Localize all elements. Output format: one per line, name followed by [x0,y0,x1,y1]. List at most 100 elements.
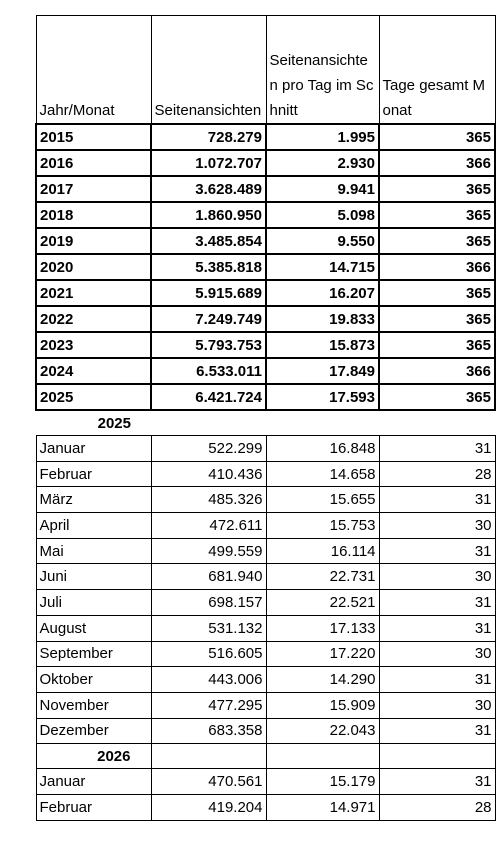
empty-cell [265,743,380,770]
year-cell: 5.915.689 [150,279,267,307]
year-cell: 366 [378,253,496,281]
month-cell: 410.436 [150,460,267,488]
month-row: März 485.326 15.655 31 [35,486,496,514]
section-label: 2026 [35,743,152,770]
month-cell: August [35,614,152,642]
year-cell: 5.385.818 [150,253,267,281]
month-cell: 516.605 [150,640,267,668]
month-row: Juni 681.940 22.731 30 [35,563,496,591]
month-cell: 499.559 [150,537,267,565]
section-row: 2025 [36,410,495,436]
year-cell: 366 [378,149,496,177]
year-cell: 17.593 [265,383,380,411]
section-row: 2026 [35,743,496,770]
year-cell: 15.873 [265,331,380,359]
year-cell: 3.485.854 [150,227,267,255]
year-cell: 2023 [35,331,152,359]
month-row: Februar 419.204 14.971 28 [35,793,496,821]
year-cell: 2018 [35,201,152,229]
month-cell: 472.611 [150,512,267,539]
year-cell: 17.849 [265,357,380,385]
month-cell: 443.006 [150,666,267,693]
month-cell: Februar [35,793,152,821]
year-cell: 2017 [35,175,152,203]
month-cell: Juli [35,589,152,616]
month-row: Januar 522.299 16.848 31 [35,435,496,462]
month-cell: März [35,486,152,514]
year-cell: 365 [378,331,496,359]
month-cell: 419.204 [150,793,267,821]
month-cell: Januar [35,435,152,462]
month-row: Juli 698.157 22.521 31 [35,589,496,616]
month-cell: 683.358 [150,717,267,745]
month-cell: 15.179 [265,768,380,795]
year-row: 2022 7.249.749 19.833 365 [35,305,496,333]
year-cell: 5.098 [265,201,380,229]
year-cell: 3.628.489 [150,175,267,203]
month-cell: 15.909 [265,691,380,719]
header-cell: Seitenansichten [150,15,267,125]
year-cell: 2016 [35,149,152,177]
year-cell: 2024 [35,357,152,385]
month-cell: 31 [378,435,496,462]
year-cell: 2022 [35,305,152,333]
month-cell: 485.326 [150,486,267,514]
month-cell: 31 [378,614,496,642]
year-cell: 1.860.950 [150,201,267,229]
year-row: 2016 1.072.707 2.930 366 [35,149,496,177]
table-body: Jahr/Monat Seitenansichten Seitenansichten… [35,15,496,821]
year-cell: 1.072.707 [150,149,267,177]
month-cell: Dezember [35,717,152,745]
year-cell: 366 [378,357,496,385]
year-cell: 728.279 [150,123,267,151]
empty-cell [379,410,495,436]
month-row: April 472.611 15.753 30 [35,512,496,539]
month-cell: Oktober [35,666,152,693]
empty-cell [151,410,266,436]
year-cell: 365 [378,279,496,307]
month-cell: 470.561 [150,768,267,795]
month-cell: 31 [378,768,496,795]
year-row: 2017 3.628.489 9.941 365 [35,175,496,203]
section-label: 2025 [97,414,131,432]
header-cell: Tage gesamt Monat [378,15,496,125]
year-cell: 2.930 [265,149,380,177]
month-cell: 22.731 [265,563,380,591]
month-cell: 22.043 [265,717,380,745]
month-cell: 698.157 [150,589,267,616]
year-cell: 365 [378,383,496,411]
year-row: 2024 6.533.011 17.849 366 [35,357,496,385]
year-cell: 2020 [35,253,152,281]
year-row: 2025 6.421.724 17.593 365 [35,383,496,411]
year-row: 2020 5.385.818 14.715 366 [35,253,496,281]
month-cell: 15.655 [265,486,380,514]
year-cell: 6.421.724 [150,383,267,411]
year-cell: 9.941 [265,175,380,203]
month-cell: Februar [35,460,152,488]
month-cell: 31 [378,486,496,514]
empty-cell [150,743,267,770]
month-cell: 14.290 [265,666,380,693]
year-cell: 2015 [35,123,152,151]
year-cell: 365 [378,201,496,229]
month-cell: 22.521 [265,589,380,616]
year-cell: 19.833 [265,305,380,333]
year-cell: 16.207 [265,279,380,307]
empty-cell [266,410,379,436]
year-cell: 365 [378,175,496,203]
stats-table: Jahr/Monat Seitenansichten Seitenansichten… [35,15,496,821]
month-cell: 15.753 [265,512,380,539]
month-cell: 522.299 [150,435,267,462]
month-cell: 681.940 [150,563,267,591]
month-cell: 14.971 [265,793,380,821]
month-cell: Januar [35,768,152,795]
month-row: Februar 410.436 14.658 28 [35,460,496,488]
year-cell: 365 [378,227,496,255]
month-cell: April [35,512,152,539]
year-cell: 1.995 [265,123,380,151]
month-cell: 14.658 [265,460,380,488]
month-cell: 31 [378,717,496,745]
month-cell: 31 [378,589,496,616]
year-cell: 365 [378,123,496,151]
